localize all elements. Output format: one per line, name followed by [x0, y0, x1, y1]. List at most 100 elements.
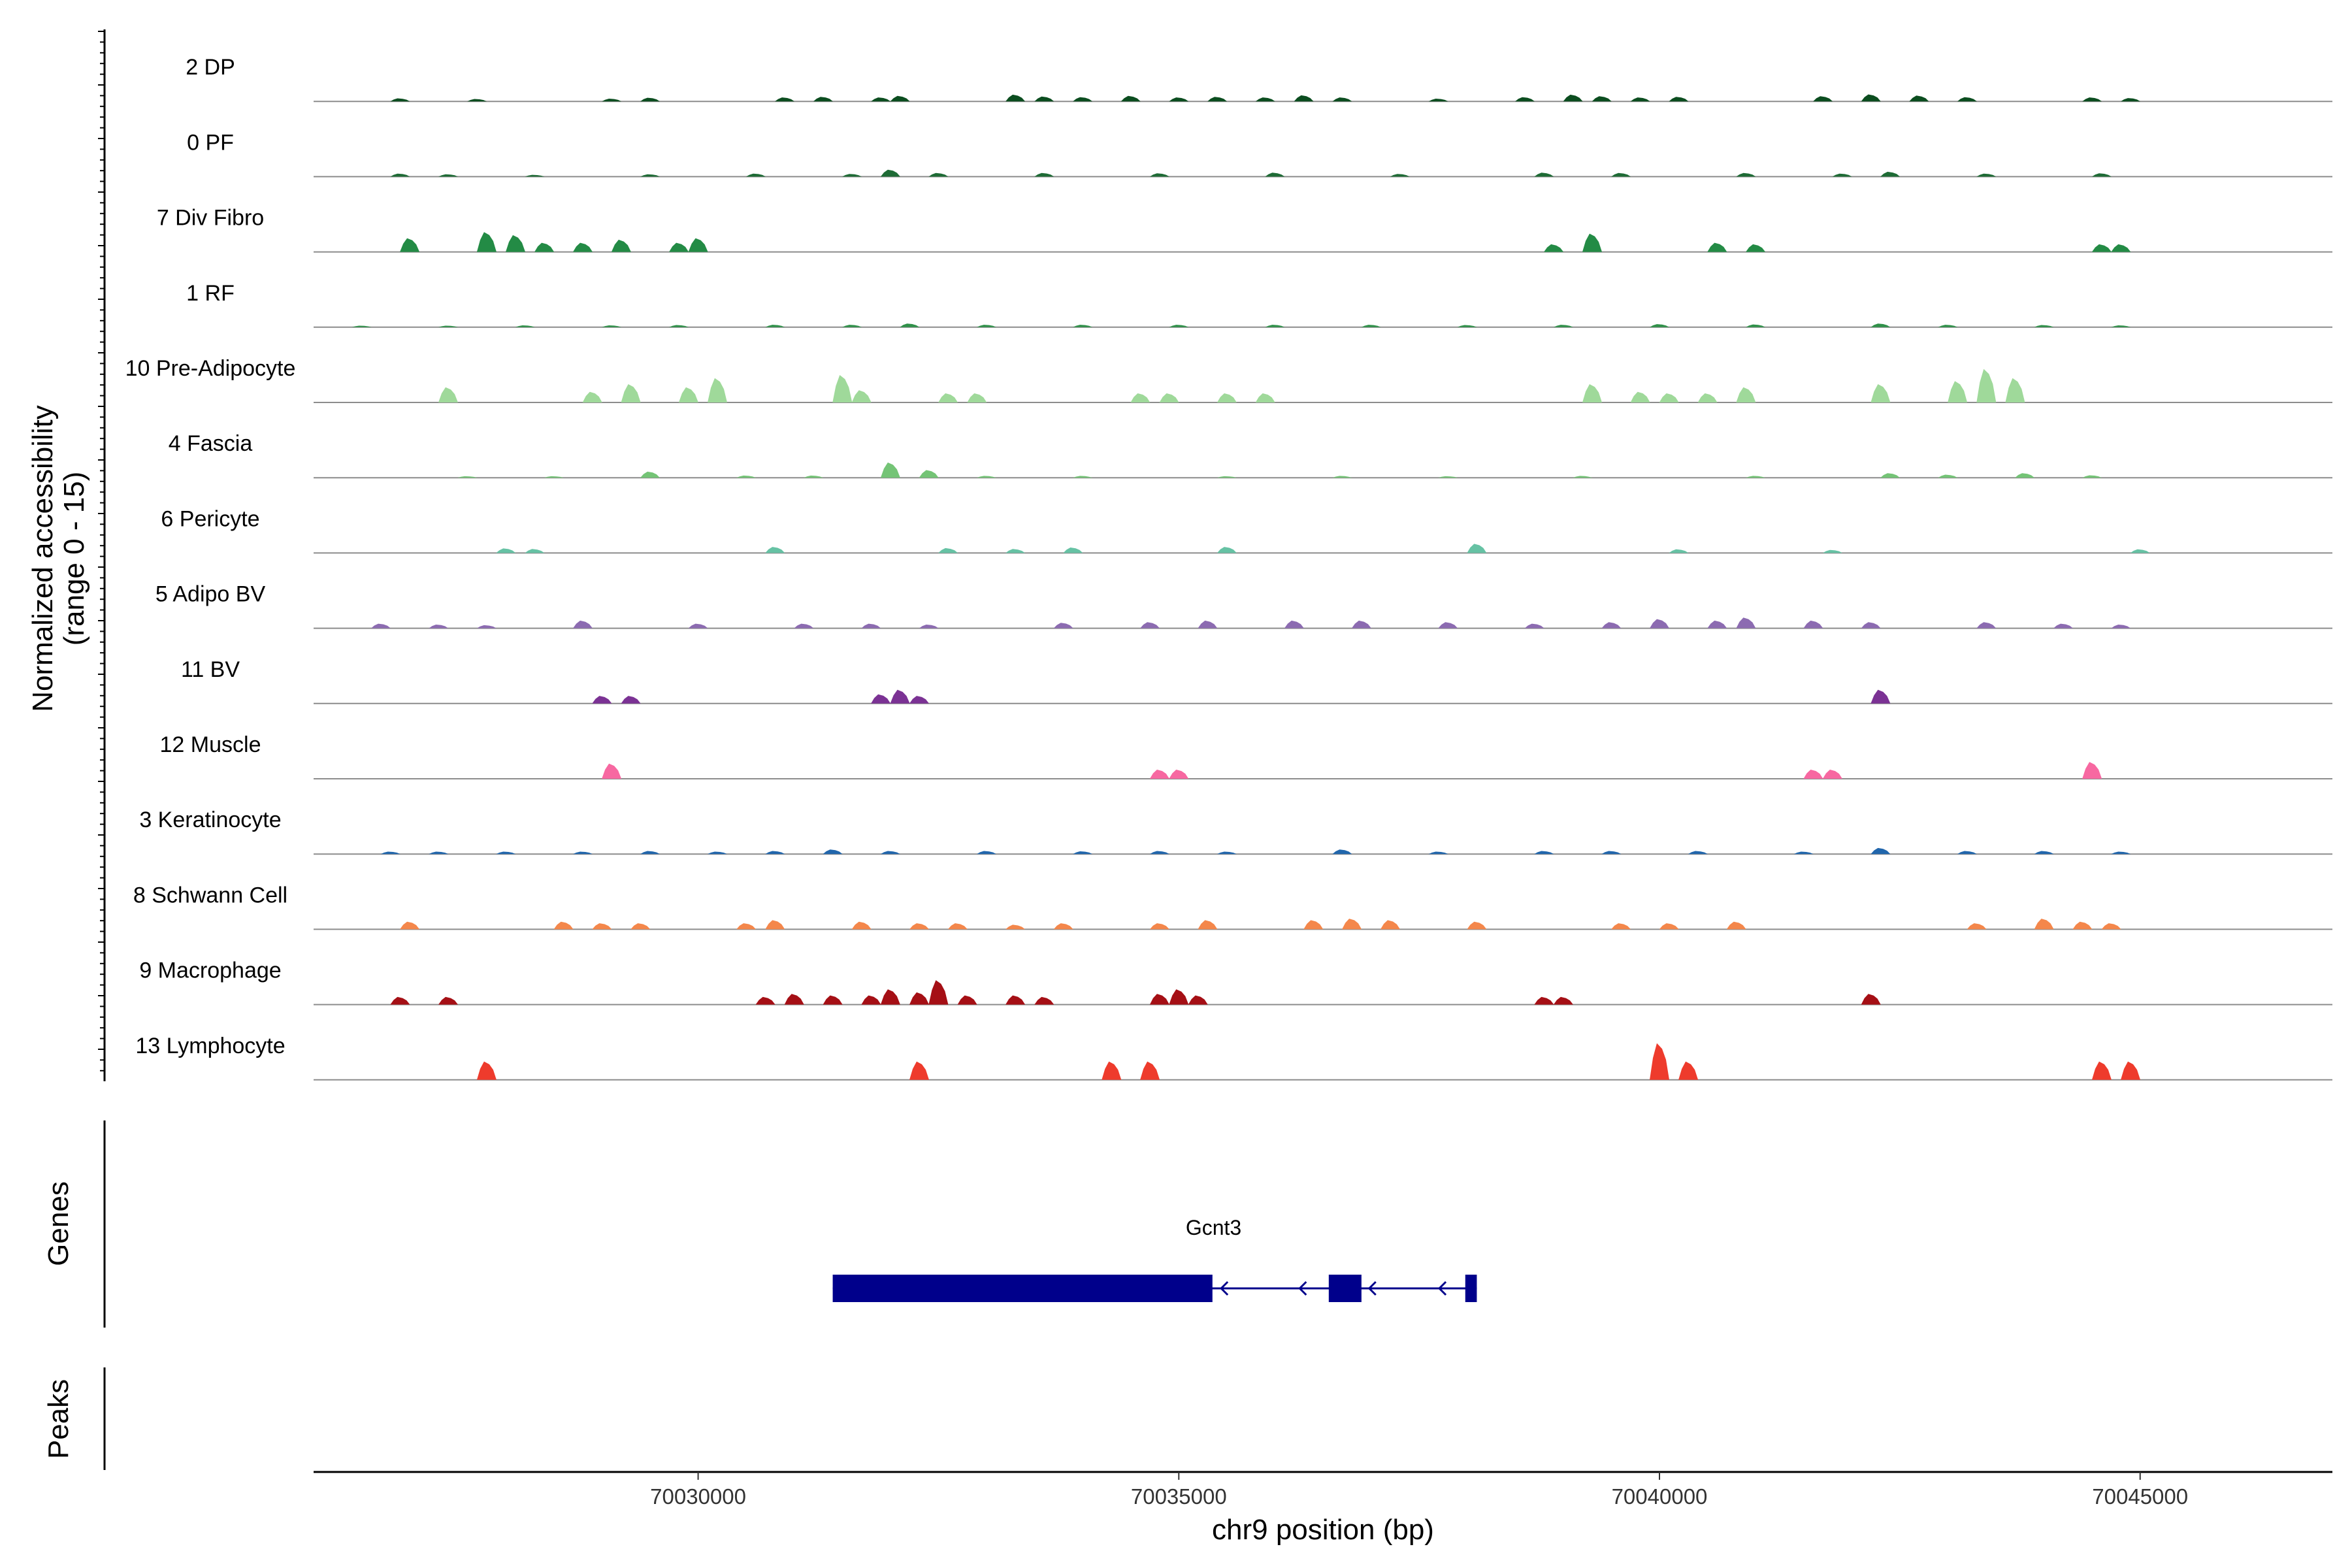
coverage-peak	[957, 995, 977, 1005]
track-7: 6 Pericyte	[161, 506, 2332, 554]
coverage-peak	[476, 232, 497, 252]
coverage-peak	[506, 235, 525, 252]
coverage-peak	[2082, 762, 2102, 779]
coverage-peak	[1198, 620, 1218, 629]
coverage-peak	[457, 476, 478, 478]
coverage-peak	[1678, 1061, 1699, 1080]
coverage-peak	[573, 851, 593, 855]
coverage-peak	[977, 325, 996, 327]
genes-track: Genes Gcnt3	[42, 1120, 1477, 1328]
coverage-peak	[832, 375, 853, 402]
coverage-peak	[1140, 622, 1160, 629]
coverage-peak	[438, 996, 458, 1005]
coverage-peak	[890, 95, 910, 102]
coverage-peak	[1053, 623, 1073, 629]
coverage-peak	[1957, 97, 1977, 102]
track-10: 12 Muscle	[160, 732, 2332, 779]
coverage-peak	[602, 99, 622, 102]
coverage-peak	[1822, 549, 1842, 553]
track-13: 9 Macrophage	[139, 958, 2332, 1005]
coverage-peak	[842, 174, 862, 177]
coverage-peak	[1380, 920, 1400, 930]
coverage-peak	[1255, 393, 1275, 402]
coverage-peak	[1217, 547, 1237, 553]
gene-exon	[832, 1275, 1213, 1302]
coverage-peak	[1707, 242, 1727, 252]
coverage-peak	[880, 169, 900, 177]
coverage-peak	[1140, 1061, 1160, 1080]
coverage-peak	[602, 325, 622, 327]
coverage-peak	[1217, 851, 1237, 855]
coverage-peak	[1726, 921, 1746, 930]
coverage-peak	[1976, 173, 1997, 177]
coverage-peak	[2015, 473, 2035, 478]
coverage-peak	[630, 923, 651, 930]
track-label: 3 Keratinocyte	[139, 808, 281, 832]
coverage-peak	[438, 174, 458, 177]
coverage-peak	[861, 995, 881, 1005]
coverage-peak	[1332, 476, 1352, 478]
coverage-peak	[1342, 919, 1362, 930]
coverage-peak	[2091, 1061, 2112, 1080]
track-11: 3 Keratinocyte	[139, 808, 2332, 855]
y-axis-title-line2: (range 0 - 15)	[58, 472, 90, 646]
coverage-peak	[1130, 393, 1151, 402]
coverage-peak	[2111, 851, 2131, 855]
coverage-peak	[900, 323, 920, 327]
coverage-peak	[1650, 619, 1669, 629]
coverage-peak	[1217, 393, 1237, 402]
coverage-peak	[1198, 920, 1218, 930]
coverage-peak	[1159, 393, 1179, 402]
track-label: 2 DP	[186, 55, 235, 80]
coverage-peak	[1553, 325, 1573, 327]
coverage-peak	[1938, 325, 1958, 327]
coverage-peak	[784, 994, 804, 1005]
coverage-peak	[390, 98, 410, 102]
coverage-peak	[640, 471, 660, 478]
coverage-peak	[1149, 923, 1169, 930]
track-label: 1 RF	[186, 281, 235, 306]
coverage-peak	[1534, 172, 1554, 177]
coverage-peak	[2130, 549, 2150, 553]
gene-exon	[1465, 1275, 1477, 1302]
coverage-peak	[1149, 851, 1169, 855]
coverage-peak	[1976, 368, 1997, 402]
coverage-peak	[1005, 94, 1026, 102]
track-label: 10 Pre-Adipocyte	[125, 356, 296, 381]
coverage-peak	[1169, 989, 1189, 1005]
track-label: 0 PF	[187, 130, 234, 155]
x-axis: 70030000 70035000 70040000 70045000 chr9 po…	[314, 1471, 2332, 1546]
track-14: 13 Lymphocyte	[135, 1034, 2332, 1081]
coverage-peak	[467, 99, 487, 102]
coverage-peak	[880, 851, 900, 855]
coverage-peak	[1524, 623, 1544, 629]
track-label: 12 Muscle	[160, 732, 261, 757]
gene-exon	[1328, 1275, 1362, 1302]
coverage-peak	[2091, 173, 2112, 177]
coverage-peak	[1361, 325, 1381, 327]
coverage-peak	[1813, 96, 1833, 102]
coverage-peak	[688, 623, 708, 629]
coverage-peak	[765, 325, 785, 327]
coverage-peak	[1553, 996, 1573, 1005]
gene-strand-arrow	[1220, 1281, 1229, 1296]
y-axis-title-line1: Normalized accessibility	[27, 405, 59, 711]
coverage-peak	[708, 851, 727, 855]
coverage-peak	[2034, 325, 2054, 327]
coverage-peak	[1582, 233, 1602, 252]
coverage-peak	[544, 476, 564, 478]
coverage-peak	[1294, 95, 1314, 102]
coverage-peak	[708, 378, 727, 402]
coverage-peak	[1188, 995, 1208, 1005]
coverage-peak	[1697, 393, 1718, 402]
coverage-peak	[1688, 851, 1708, 855]
track-label: 6 Pericyte	[161, 506, 259, 531]
coverage-peak	[1669, 97, 1689, 102]
coverage-peak	[2005, 378, 2025, 402]
track-3: 7 Div Fibro	[157, 206, 2332, 253]
track-8: 5 Adipo BV	[155, 582, 2332, 629]
coverage-peak	[640, 174, 660, 177]
coverage-peak	[390, 996, 410, 1005]
coverage-peak	[909, 923, 929, 930]
